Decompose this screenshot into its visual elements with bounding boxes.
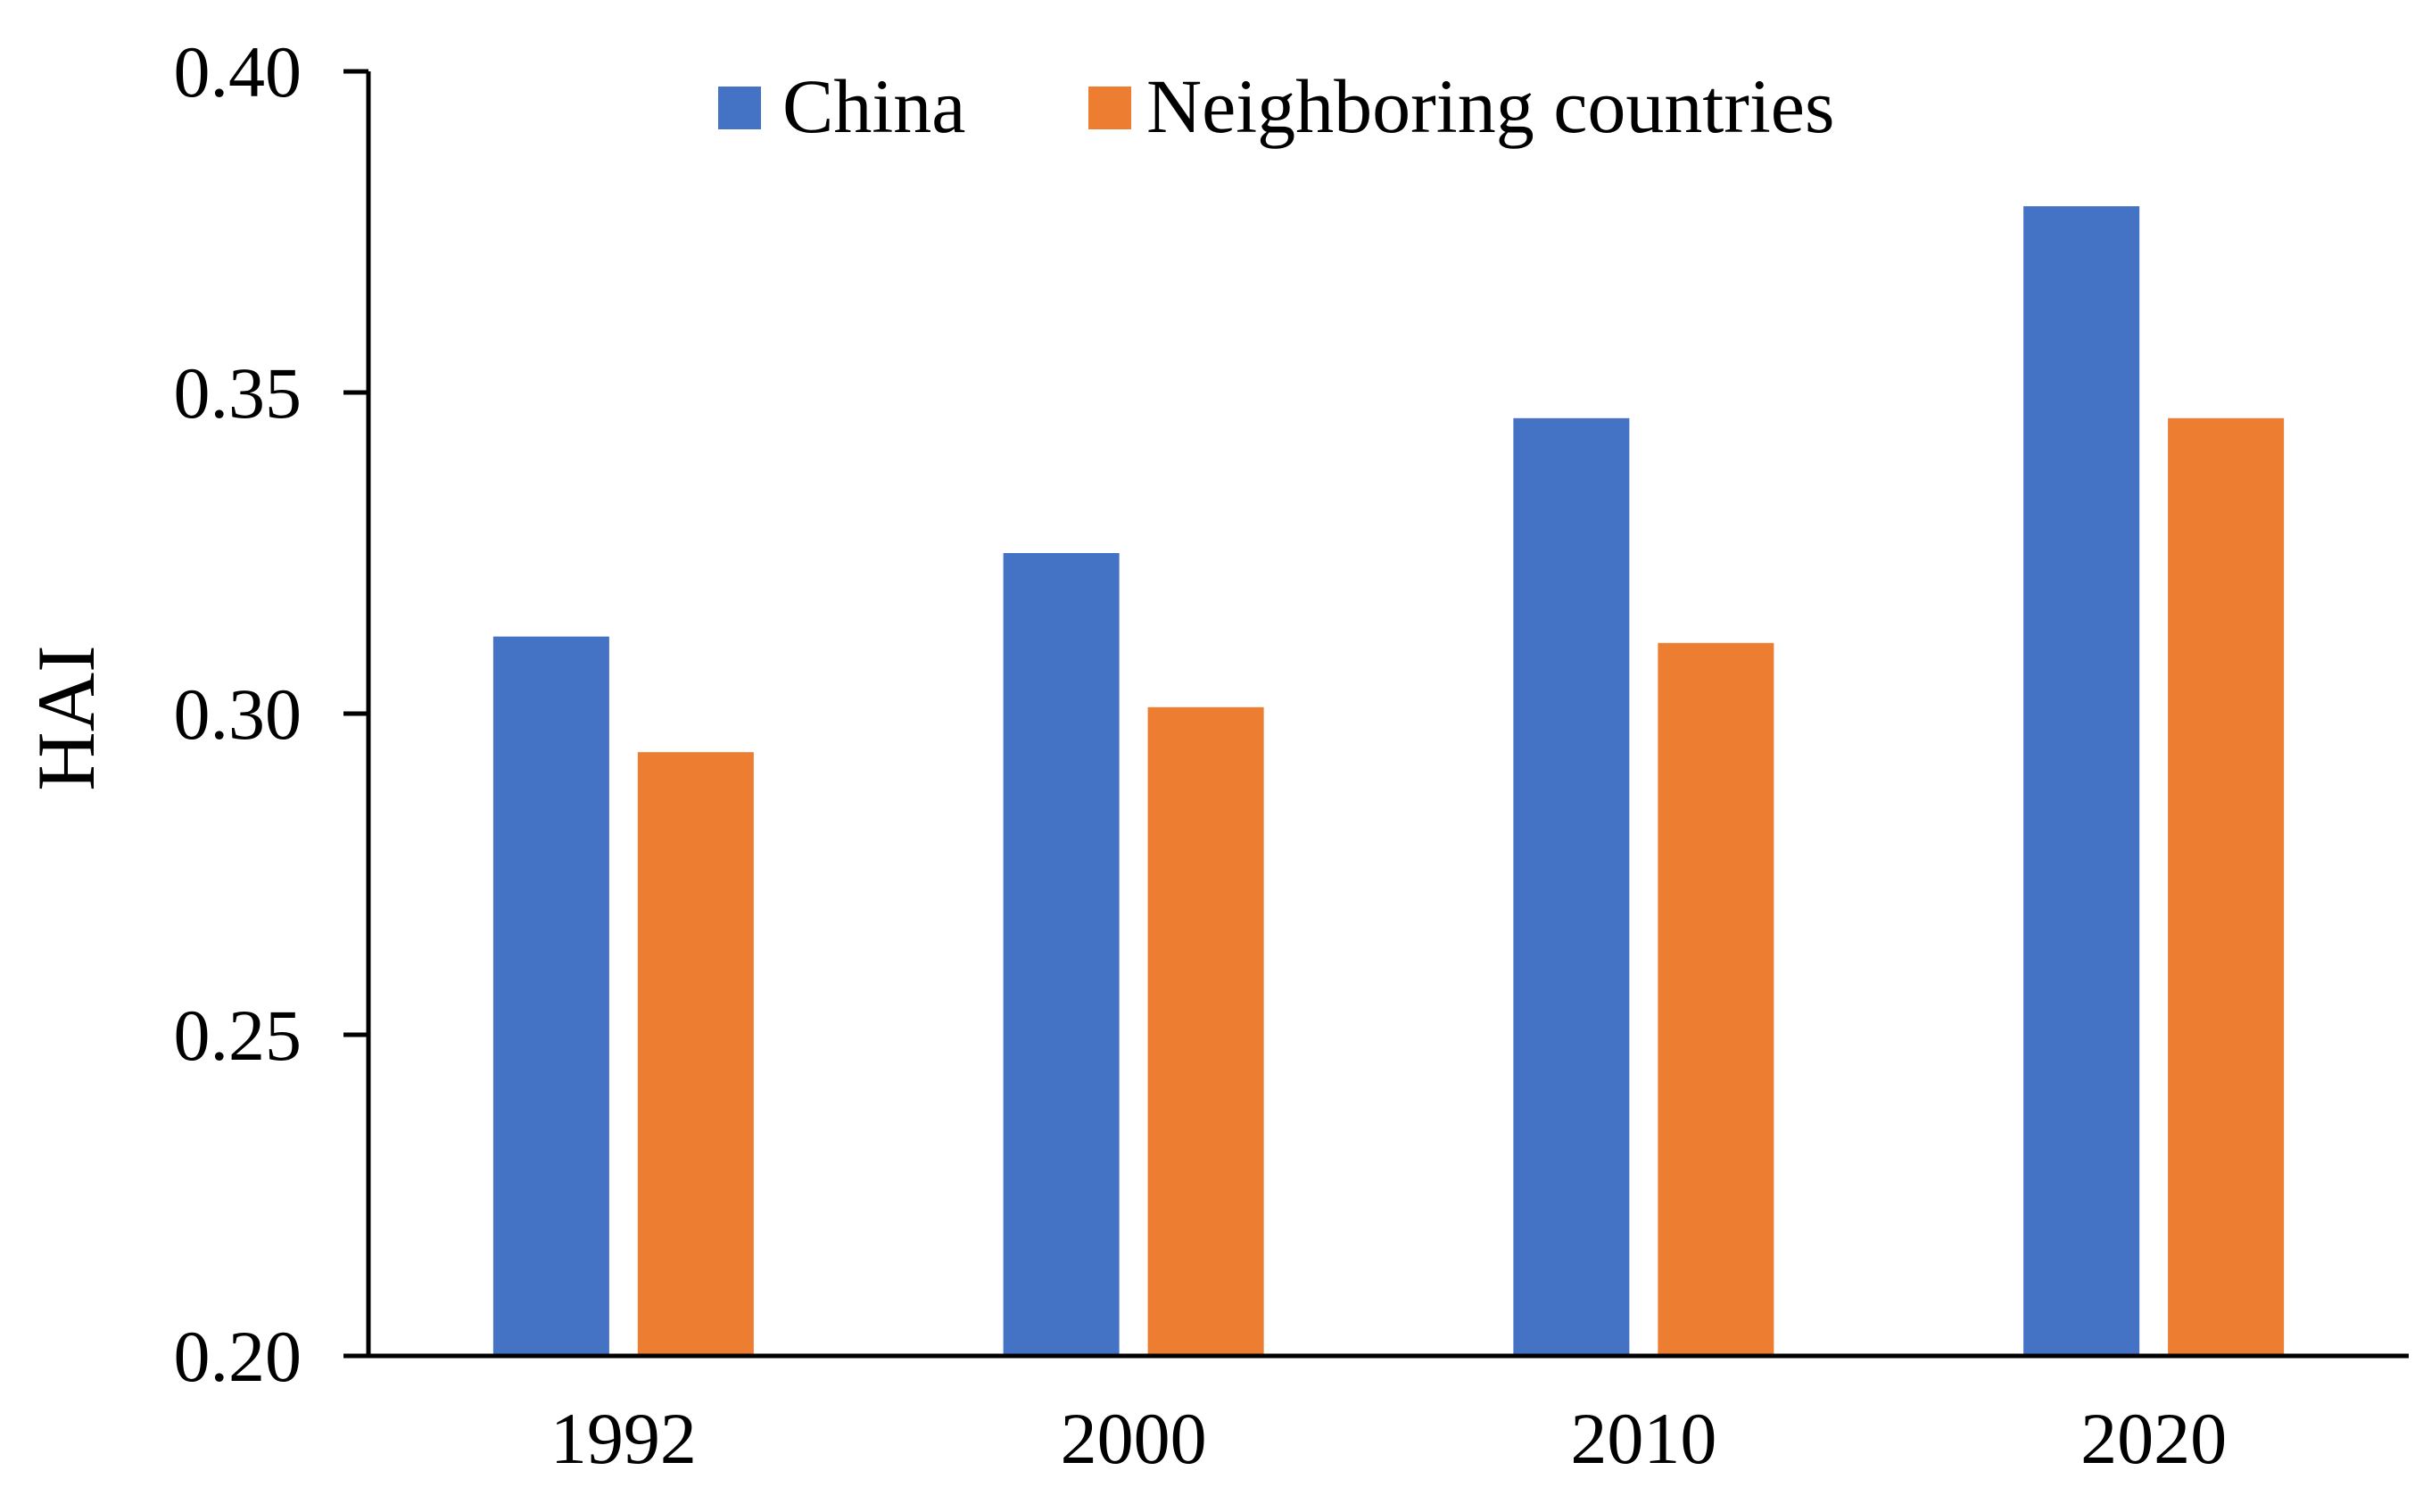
- bar-neighboring-2010: [1658, 642, 1774, 1356]
- y-tick-label-0.35: 0.35: [174, 352, 302, 434]
- axes-layer: 1992 2000 2010 2020 0.20 0.25 0.30 0.35 0.40: [174, 31, 2409, 1479]
- y-tick-label-0.25: 0.25: [174, 995, 302, 1076]
- legend-swatch-china: [718, 87, 761, 129]
- y-tick-label-0.40: 0.40: [174, 31, 302, 112]
- bar-neighboring-2020: [2168, 417, 2285, 1356]
- bar-china-2000: [1003, 553, 1120, 1356]
- legend: China Neighboring countries: [718, 63, 1834, 149]
- x-tick-label-2000: 2000: [1061, 1398, 1207, 1479]
- x-tick-label-2020: 2020: [2080, 1398, 2227, 1479]
- legend-label-neighboring: Neighboring countries: [1146, 63, 1834, 149]
- x-tick-label-1992: 1992: [550, 1398, 697, 1479]
- bars-layer: [492, 206, 2285, 1357]
- bar-china-1992: [492, 636, 609, 1356]
- y-tick-label-0.20: 0.20: [174, 1316, 302, 1397]
- bar-neighboring-2000: [1147, 706, 1264, 1356]
- y-tick-label-0.30: 0.30: [174, 673, 302, 755]
- legend-label-china: China: [782, 63, 965, 149]
- bar-china-2010: [1513, 417, 1630, 1356]
- bar-china-2020: [2023, 206, 2140, 1357]
- y-axis-label: HAI: [21, 645, 112, 791]
- bar-neighboring-1992: [637, 752, 754, 1356]
- legend-swatch-neighboring: [1088, 87, 1131, 129]
- x-tick-label-2010: 2010: [1570, 1398, 1716, 1479]
